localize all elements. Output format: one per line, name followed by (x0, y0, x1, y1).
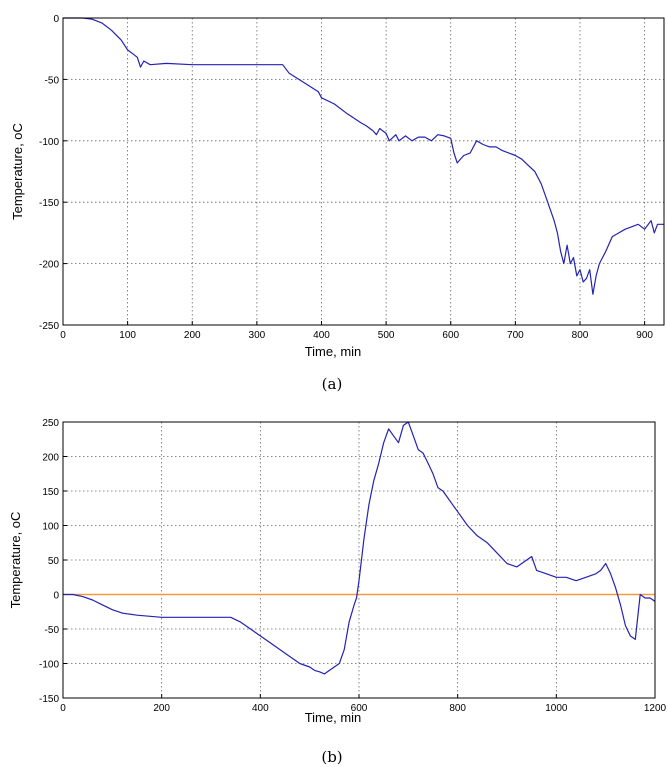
y-tick-label: -150 (39, 198, 59, 209)
y-tick-label: 50 (48, 556, 60, 567)
plot-area (63, 18, 664, 325)
y-tick-label: -150 (39, 694, 59, 705)
y-tick-label: -50 (45, 75, 60, 86)
x-tick-label: 500 (378, 330, 395, 341)
y-tick-label: -50 (45, 625, 60, 636)
y-axis-title: Temperature, oC (8, 512, 23, 609)
x-tick-label: 300 (249, 330, 266, 341)
x-tick-label: 200 (153, 703, 170, 714)
chart-b: 0 200 400 600 800 1000 1200 250 200 150 100 50 0 -50 -… (8, 418, 667, 725)
chart-a: 0 100 200 300 400 500 600 700 800 900 0 -50 -100 -150… (10, 14, 665, 359)
x-tick-label: 0 (60, 330, 66, 341)
x-tick-label: 600 (442, 330, 459, 341)
x-tick-label: 800 (449, 703, 466, 714)
x-tick-label: 900 (636, 330, 653, 341)
x-tick-label: 1200 (644, 703, 667, 714)
plot-frame (62, 17, 665, 326)
x-tick-label: 600 (351, 703, 368, 714)
plot-frame (62, 421, 656, 699)
caption-b: (b) (321, 748, 342, 766)
x-tick-label: 100 (119, 330, 136, 341)
y-tick-label: 200 (42, 453, 59, 464)
y-tick-label: 150 (42, 487, 59, 498)
y-tick-label: -100 (39, 137, 59, 148)
y-tick-label: 100 (42, 522, 59, 533)
x-tick-label: 0 (60, 703, 66, 714)
y-tick-label: 250 (42, 418, 59, 429)
y-axis-title: Temperature, oC (10, 123, 25, 220)
y-tick-label: -200 (39, 260, 59, 271)
x-axis-title: Time, min (305, 344, 362, 359)
y-tick-label: 0 (53, 14, 59, 25)
x-tick-label: 1000 (545, 703, 568, 714)
x-tick-label: 400 (313, 330, 330, 341)
caption-a: (a) (322, 375, 343, 393)
x-tick-label: 200 (184, 330, 201, 341)
x-axis-title: Time, min (305, 710, 362, 725)
series-line (63, 421, 656, 675)
x-tick-label: 700 (507, 330, 524, 341)
series-line (63, 17, 664, 295)
y-tick-label: -100 (39, 660, 59, 671)
y-tick-label: -250 (39, 321, 59, 332)
x-tick-label: 800 (572, 330, 589, 341)
y-tick-label: 0 (53, 591, 59, 602)
x-tick-label: 400 (252, 703, 269, 714)
